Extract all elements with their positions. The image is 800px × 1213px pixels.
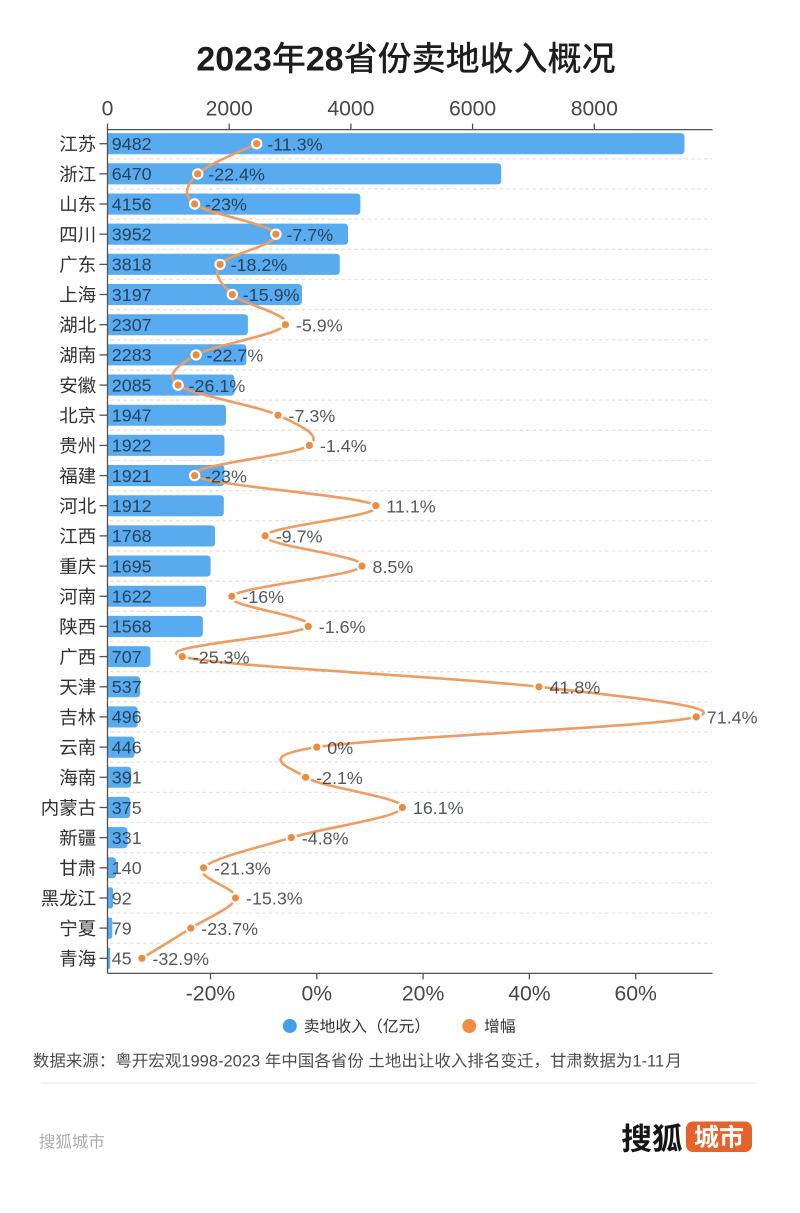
svg-text:-23.7%: -23.7%: [201, 919, 258, 939]
svg-text:-26.1%: -26.1%: [189, 376, 246, 396]
svg-text:-21.3%: -21.3%: [214, 859, 271, 879]
svg-text:41.8%: 41.8%: [550, 678, 601, 698]
svg-text:9482: 9482: [112, 134, 152, 154]
svg-text:0: 0: [102, 98, 114, 121]
svg-text:-23%: -23%: [205, 195, 247, 215]
svg-text:-15.3%: -15.3%: [246, 889, 303, 909]
svg-text:-16%: -16%: [242, 587, 284, 607]
svg-text:3818: 3818: [112, 255, 152, 275]
svg-text:-20%: -20%: [186, 983, 236, 1006]
svg-text:-5.9%: -5.9%: [296, 315, 343, 335]
svg-text:375: 375: [112, 798, 142, 818]
svg-text:3197: 3197: [112, 285, 152, 305]
svg-text:2085: 2085: [112, 375, 152, 395]
svg-text:-23%: -23%: [205, 466, 247, 486]
svg-text:446: 446: [112, 737, 142, 757]
svg-text:60%: 60%: [614, 983, 657, 1006]
svg-text:-32.9%: -32.9%: [152, 949, 209, 969]
svg-text:8.5%: 8.5%: [373, 557, 414, 577]
svg-text:11.1%: 11.1%: [386, 496, 435, 516]
svg-text:-18.2%: -18.2%: [231, 255, 288, 275]
svg-text:-7.7%: -7.7%: [286, 225, 333, 245]
svg-text:3952: 3952: [112, 225, 152, 245]
svg-text:707: 707: [112, 647, 142, 667]
svg-text:-4.8%: -4.8%: [302, 828, 349, 848]
svg-text:4156: 4156: [112, 194, 152, 214]
svg-text:40%: 40%: [508, 983, 551, 1006]
svg-text:1912: 1912: [112, 496, 152, 516]
svg-text:45: 45: [112, 949, 132, 969]
svg-text:20%: 20%: [402, 983, 445, 1006]
svg-text:92: 92: [112, 888, 132, 908]
svg-text:2307: 2307: [112, 315, 152, 335]
svg-text:1622: 1622: [112, 587, 152, 607]
svg-text:2283: 2283: [112, 345, 152, 365]
svg-text:1921: 1921: [112, 466, 152, 486]
svg-text:8000: 8000: [571, 98, 618, 121]
svg-text:6000: 6000: [449, 98, 496, 121]
svg-text:-11.3%: -11.3%: [267, 134, 322, 154]
svg-text:4000: 4000: [327, 98, 374, 121]
svg-text:0%: 0%: [327, 738, 353, 758]
svg-text:-9.7%: -9.7%: [276, 527, 323, 547]
svg-text:331: 331: [112, 828, 142, 848]
svg-text:-1.4%: -1.4%: [320, 436, 367, 456]
svg-text:71.4%: 71.4%: [707, 708, 758, 728]
svg-text:537: 537: [112, 677, 142, 697]
svg-text:2023: 2023: [196, 41, 272, 79]
svg-text:1998-2023: 1998-2023: [181, 1053, 260, 1071]
svg-text:391: 391: [112, 768, 142, 788]
svg-text:496: 496: [112, 707, 142, 727]
svg-text:-25.3%: -25.3%: [193, 647, 250, 667]
svg-text:-2.1%: -2.1%: [316, 768, 363, 788]
svg-text:1695: 1695: [112, 556, 152, 576]
svg-text:-15.9%: -15.9%: [243, 285, 300, 305]
svg-text:-7.3%: -7.3%: [289, 406, 336, 426]
svg-text:-1.6%: -1.6%: [319, 617, 366, 637]
svg-text:16.1%: 16.1%: [413, 798, 464, 818]
svg-text:79: 79: [112, 918, 132, 938]
svg-text:-22.4%: -22.4%: [208, 165, 265, 185]
svg-text:1568: 1568: [112, 617, 152, 637]
svg-text:140: 140: [112, 858, 142, 878]
svg-text:28: 28: [306, 41, 344, 79]
svg-text:2000: 2000: [206, 98, 253, 121]
svg-text:1-11: 1-11: [632, 1053, 664, 1071]
svg-text:-22.7%: -22.7%: [207, 346, 264, 366]
svg-text:0%: 0%: [301, 983, 332, 1006]
svg-text:6470: 6470: [112, 164, 152, 184]
svg-text:1947: 1947: [112, 406, 152, 426]
svg-text:1922: 1922: [112, 436, 152, 456]
svg-text:1768: 1768: [112, 526, 152, 546]
